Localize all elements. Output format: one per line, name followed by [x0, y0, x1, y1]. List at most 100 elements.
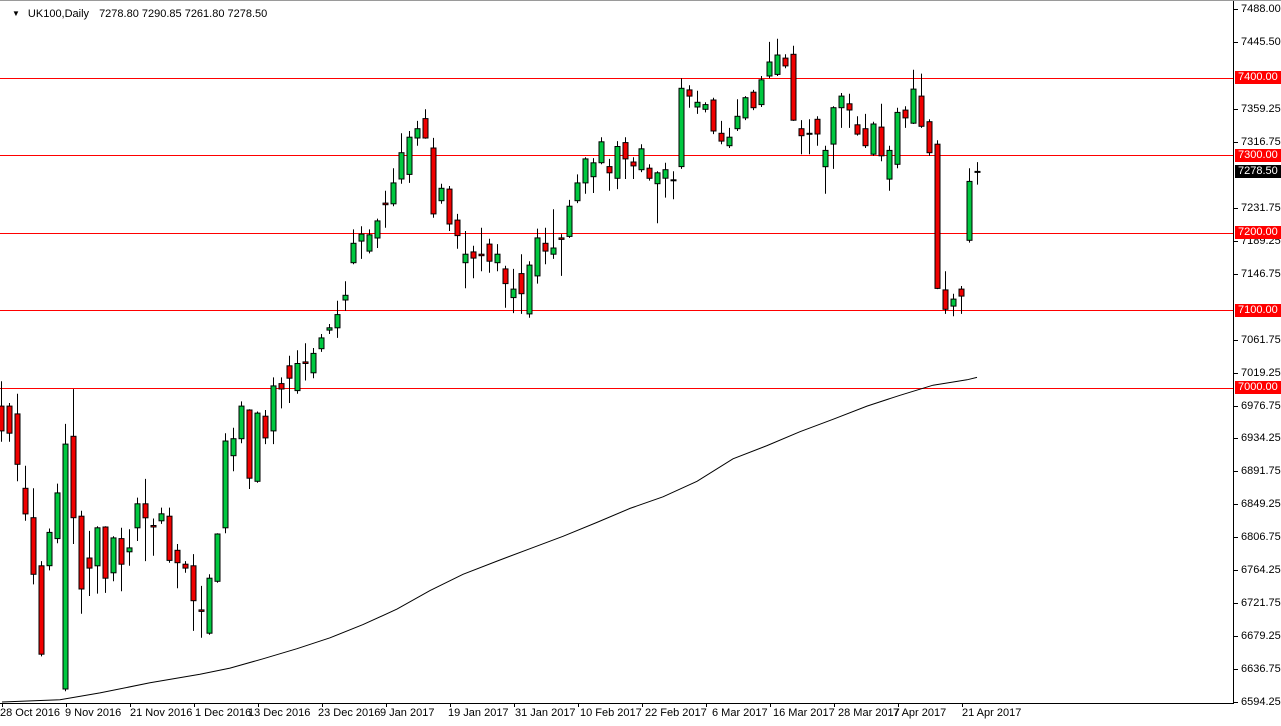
- candle-body: [678, 87, 685, 168]
- candle-body: [766, 61, 773, 77]
- price-axis-label: 7019.25: [1241, 366, 1281, 379]
- candle-body: [366, 234, 373, 252]
- candle-body: [702, 104, 709, 110]
- date-axis-label: 21 Nov 2016: [130, 707, 193, 719]
- candle-body: [278, 383, 285, 390]
- candle-body: [950, 298, 957, 307]
- candle-body: [62, 443, 69, 690]
- candle-body: [318, 337, 325, 350]
- candle-body: [550, 247, 557, 255]
- ohlc-readout: 7278.80 7290.85 7261.80 7278.50: [99, 8, 268, 20]
- price-axis-label: 7061.75: [1241, 333, 1281, 346]
- candle-body: [630, 161, 637, 167]
- collapse-arrow-icon[interactable]: ▼: [12, 9, 20, 18]
- candle-body: [526, 264, 533, 315]
- candle-body: [598, 141, 605, 164]
- candle-body: [382, 202, 389, 206]
- price-axis-label: 7316.75: [1241, 136, 1281, 149]
- candle-body: [158, 513, 165, 522]
- candle-body: [838, 95, 845, 109]
- candle-body: [374, 220, 381, 239]
- candle-body: [886, 149, 893, 180]
- candle-body: [662, 169, 669, 179]
- candle-body: [814, 118, 821, 135]
- candle-body: [870, 123, 877, 155]
- candle-body: [478, 253, 485, 257]
- date-axis-label: 23 Dec 2016: [318, 707, 381, 719]
- candle-body: [350, 242, 357, 264]
- price-axis-label: 6764.25: [1241, 564, 1281, 577]
- candle-body: [254, 412, 261, 482]
- candle-body: [566, 205, 573, 237]
- candle-body: [694, 101, 701, 108]
- candle-body: [718, 132, 725, 142]
- candle-body: [22, 487, 29, 515]
- candle-body: [790, 53, 797, 121]
- candle-body: [342, 294, 349, 301]
- date-axis-label: 19 Jan 2017: [448, 707, 509, 719]
- candle-body: [166, 515, 173, 561]
- candle-body: [246, 409, 253, 479]
- level-price-badge: 7000.00: [1235, 381, 1281, 394]
- candle-body: [6, 405, 13, 434]
- candle-body: [734, 115, 741, 130]
- candle-body: [590, 162, 597, 178]
- candle-body: [206, 577, 213, 634]
- date-axis-label: 28 Oct 2016: [0, 707, 60, 719]
- candle-body: [86, 557, 93, 569]
- candle-body: [582, 158, 589, 184]
- candle-body: [622, 142, 629, 160]
- candle-body: [606, 166, 613, 174]
- candle-body: [966, 180, 973, 241]
- candle-body: [862, 128, 869, 147]
- candle-body: [46, 531, 53, 567]
- candle-body: [462, 253, 469, 264]
- level-price-badge: 7300.00: [1235, 148, 1281, 162]
- candle-body: [54, 492, 61, 540]
- price-axis-label: 6806.75: [1241, 531, 1281, 544]
- price-axis-label: 6679.25: [1241, 630, 1281, 643]
- candle-body: [94, 527, 101, 567]
- candle-body: [758, 79, 765, 106]
- date-axis-label: 13 Dec 2016: [248, 707, 311, 719]
- candle-body: [574, 182, 581, 202]
- candle-body: [78, 515, 85, 590]
- symbol-period-label: UK100,Daily: [27, 8, 90, 20]
- candle-body: [286, 365, 293, 379]
- candle-body: [654, 172, 661, 185]
- candle-body: [390, 182, 397, 205]
- candle-body: [486, 243, 493, 262]
- date-axis-label: 28 Mar 2017: [838, 707, 900, 719]
- candle-body: [310, 352, 317, 374]
- candle-body: [262, 415, 269, 439]
- candle-body: [430, 147, 437, 215]
- candle-body: [126, 547, 133, 553]
- candle-body: [198, 609, 205, 612]
- candle-body: [750, 91, 757, 109]
- price-axis-label: 6721.75: [1241, 597, 1281, 610]
- candle-body: [846, 103, 853, 111]
- candle-body: [102, 526, 109, 579]
- candle-body: [894, 111, 901, 165]
- price-axis-label: 7488.00: [1241, 3, 1281, 16]
- candle-body: [182, 563, 189, 569]
- candle-body: [470, 251, 477, 259]
- date-axis-label: 9 Nov 2016: [65, 707, 122, 719]
- chart-title: ▼ UK100,Daily 7278.80 7290.85 7261.80 7278…: [12, 8, 267, 20]
- level-price-badge: 7200.00: [1235, 226, 1281, 239]
- candle-body: [822, 149, 829, 168]
- candle-body: [974, 170, 981, 173]
- price-axis-label: 7445.50: [1241, 36, 1281, 49]
- candle-body: [142, 503, 149, 519]
- candle-body: [934, 143, 941, 289]
- candle-body: [558, 237, 565, 240]
- candle-body: [958, 288, 965, 297]
- price-axis-label: 6976.75: [1241, 399, 1281, 412]
- candle-body: [942, 289, 949, 310]
- candle-body: [902, 109, 909, 119]
- candle-body: [878, 126, 885, 157]
- candle-body: [150, 525, 157, 528]
- level-price-badge: 7400.00: [1235, 71, 1281, 84]
- candle-body: [14, 413, 21, 465]
